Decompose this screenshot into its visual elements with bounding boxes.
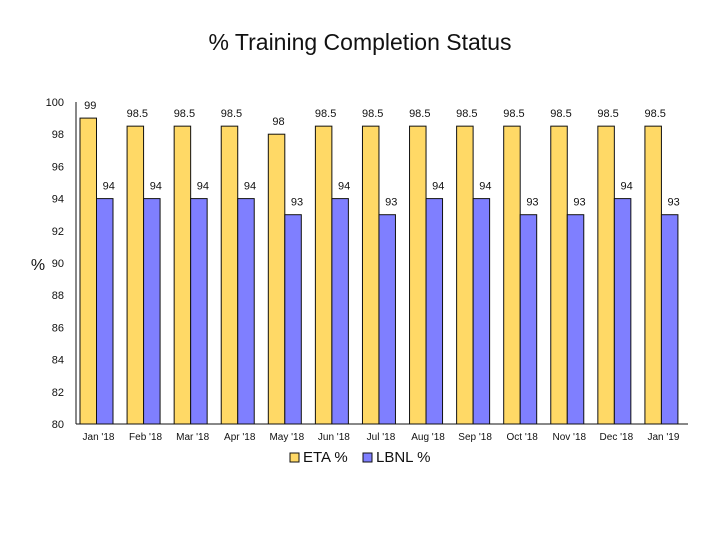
y-tick-label: 96 xyxy=(52,161,64,173)
legend-swatch-lbnl xyxy=(362,452,373,463)
x-tick-label: Jan '19 xyxy=(647,432,679,443)
y-tick-label: 80 xyxy=(52,419,64,431)
bar-eta xyxy=(267,133,286,425)
x-tick-label: Aug '18 xyxy=(411,432,445,443)
bar-eta xyxy=(409,125,427,425)
data-label-eta: 98.5 xyxy=(550,108,571,120)
data-label-eta: 98.5 xyxy=(456,108,477,120)
x-tick-label: Mar '18 xyxy=(176,432,209,443)
data-label-lbnl: 93 xyxy=(573,197,585,209)
bar-eta xyxy=(126,125,145,425)
bar-lbnl xyxy=(331,198,349,425)
data-label-eta: 98.5 xyxy=(315,108,336,120)
data-label-lbnl: 93 xyxy=(385,197,397,209)
bar-eta xyxy=(503,125,521,425)
data-label-lbnl: 94 xyxy=(150,181,162,193)
bar-eta xyxy=(456,125,474,425)
x-tick-label: Dec '18 xyxy=(600,432,634,443)
bar-eta xyxy=(173,125,192,425)
data-label-eta: 98.5 xyxy=(221,108,242,120)
data-label-eta: 98.5 xyxy=(409,108,430,120)
legend-label-lbnl: LBNL % xyxy=(376,449,430,466)
x-tick-label: May '18 xyxy=(269,432,304,443)
data-label-lbnl: 94 xyxy=(103,181,115,193)
bar-lbnl xyxy=(237,198,255,425)
plot-area: 80 82 84 86 88 90 92 94 96 98 100 99 94 Jan '18 98.5 94… xyxy=(46,97,688,443)
y-tick-label: 86 xyxy=(52,322,64,334)
data-label-eta: 98.5 xyxy=(127,108,148,120)
bar-lbnl xyxy=(143,198,161,425)
data-label-lbnl: 93 xyxy=(526,197,538,209)
bar-lbnl xyxy=(613,198,632,425)
data-label-lbnl: 94 xyxy=(479,181,491,193)
bar-lbnl xyxy=(566,214,585,425)
data-label-eta: 98.5 xyxy=(362,108,383,120)
data-label-eta: 98.5 xyxy=(174,108,195,120)
x-tick-label: Jan '18 xyxy=(83,432,115,443)
data-label-eta: 98 xyxy=(272,116,284,128)
x-tick-label: Nov '18 xyxy=(552,432,586,443)
bar-eta xyxy=(314,125,333,425)
bar-eta xyxy=(644,125,662,425)
chart-title: % Training Completion Status xyxy=(209,29,512,55)
bar-lbnl xyxy=(378,214,396,425)
x-tick-label: Jul '18 xyxy=(367,432,396,443)
y-tick-label: 88 xyxy=(52,290,64,302)
x-tick-label: Jun '18 xyxy=(318,432,350,443)
bar-eta xyxy=(597,125,615,425)
legend: ETA % LBNL % xyxy=(289,449,430,466)
bar-lbnl xyxy=(660,214,679,425)
data-label-eta: 98.5 xyxy=(644,108,665,120)
y-tick-label: 84 xyxy=(52,355,64,367)
bar-eta xyxy=(550,125,568,425)
bar-lbnl xyxy=(190,198,208,425)
y-axis-label: % xyxy=(31,257,45,274)
y-tick-label: 90 xyxy=(52,258,64,270)
x-tick-label: Oct '18 xyxy=(507,432,539,443)
legend-label-eta: ETA % xyxy=(303,449,348,466)
data-label-lbnl: 94 xyxy=(620,181,632,193)
y-tick-label: 98 xyxy=(52,129,64,141)
x-tick-label: Feb '18 xyxy=(129,432,162,443)
data-label-lbnl: 93 xyxy=(291,197,303,209)
bar-lbnl xyxy=(425,198,444,425)
data-label-lbnl: 94 xyxy=(432,181,444,193)
data-label-lbnl: 94 xyxy=(338,181,350,193)
y-tick-label: 92 xyxy=(52,226,64,238)
y-tick-label: 100 xyxy=(46,97,64,109)
bar-lbnl xyxy=(519,214,538,425)
bar-eta xyxy=(79,117,97,425)
data-label-lbnl: 94 xyxy=(197,181,209,193)
y-tick-label: 94 xyxy=(52,194,64,206)
bar-eta xyxy=(361,125,380,425)
bar-lbnl xyxy=(96,198,114,425)
data-label-eta: 98.5 xyxy=(597,108,618,120)
data-label-lbnl: 93 xyxy=(668,197,680,209)
x-tick-label: Sep '18 xyxy=(458,432,492,443)
bar-lbnl xyxy=(284,214,302,425)
data-label-eta: 98.5 xyxy=(503,108,524,120)
data-label-eta: 99 xyxy=(84,100,96,112)
data-label-lbnl: 94 xyxy=(244,181,256,193)
bar-eta xyxy=(220,125,239,425)
legend-swatch-eta xyxy=(289,452,300,463)
bar-lbnl xyxy=(472,198,491,425)
y-tick-label: 82 xyxy=(52,387,64,399)
x-tick-label: Apr '18 xyxy=(224,432,256,443)
